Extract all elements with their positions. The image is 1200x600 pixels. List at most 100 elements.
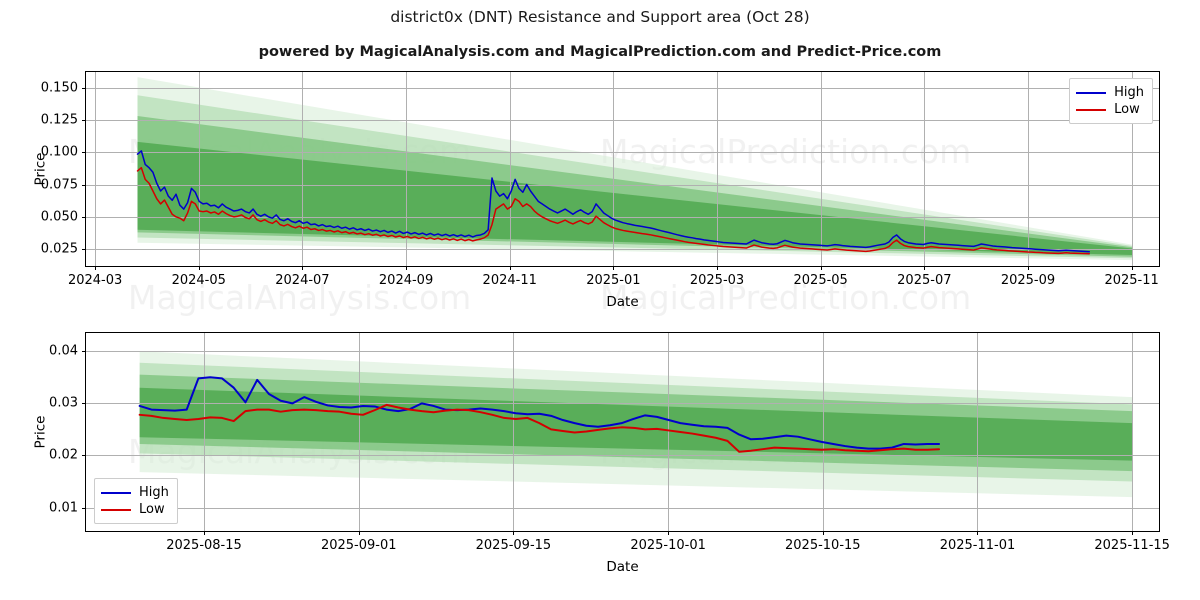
support-resistance-bands — [139, 351, 1133, 498]
gridline-horizontal — [86, 455, 1159, 457]
legend-swatch-high — [1076, 91, 1107, 94]
gridline-vertical — [302, 72, 304, 266]
gridline-horizontal — [86, 216, 1159, 218]
gridline-vertical — [668, 333, 670, 531]
x-tick-label: 2024-05 — [171, 273, 226, 288]
gridline-vertical — [198, 72, 200, 266]
x-tick-label: 2025-11-01 — [939, 538, 1016, 553]
x-tick-label: 2025-03 — [689, 273, 745, 288]
gridline-vertical — [717, 72, 719, 266]
gridline-vertical — [1027, 72, 1029, 266]
gridline-vertical — [513, 333, 515, 531]
y-tick-label: 0.03 — [49, 395, 78, 411]
band-core — [137, 141, 1133, 256]
y-tick-label: 0.01 — [49, 500, 78, 516]
gridline-vertical — [358, 333, 360, 531]
x-tick-label: 2024-09 — [378, 273, 434, 288]
legend-entry-high: High — [101, 484, 169, 501]
y-tick-mark — [82, 216, 86, 218]
legend-entry-low: Low — [1076, 101, 1144, 118]
gridline-horizontal — [86, 351, 1159, 353]
x-tick-mark — [977, 531, 979, 535]
y-tick-label: 0.125 — [40, 112, 78, 128]
gridline-horizontal — [86, 87, 1159, 89]
gridline-vertical — [613, 72, 615, 266]
x-tick-label: 2025-10-01 — [630, 538, 706, 553]
legend-label-high: High — [1114, 85, 1144, 100]
x-tick-label: 2025-08-15 — [166, 538, 242, 553]
y-tick-mark — [82, 507, 86, 509]
x-tick-mark — [1132, 531, 1134, 535]
x-axis-label-top: Date — [606, 294, 639, 310]
y-tick-label: 0.075 — [40, 177, 78, 193]
x-tick-label: 2025-07 — [897, 273, 952, 288]
x-tick-label: 2025-11 — [1104, 273, 1159, 288]
gridline-vertical — [95, 72, 97, 266]
gridline-horizontal — [86, 249, 1159, 251]
gridline-horizontal — [86, 184, 1159, 186]
x-tick-label: 2025-09-01 — [320, 538, 397, 553]
price-series-lines — [138, 376, 941, 453]
x-tick-label: 2025-10-15 — [785, 538, 861, 553]
gridline-vertical — [924, 72, 926, 266]
y-tick-mark — [82, 152, 86, 154]
gridline-vertical — [1131, 72, 1133, 266]
x-tick-mark — [509, 266, 511, 270]
x-tick-label: 2024-11 — [482, 273, 537, 288]
series-line-high — [136, 150, 1091, 253]
x-tick-mark — [820, 266, 822, 270]
x-tick-mark — [406, 266, 408, 270]
plot-area-recent-zoom — [86, 333, 1159, 531]
legend-entry-low: Low — [101, 501, 169, 518]
legend-swatch-low — [1076, 108, 1107, 111]
x-tick-mark — [513, 531, 515, 535]
gridline-horizontal — [86, 152, 1159, 154]
x-tick-label: 2025-05 — [793, 273, 848, 288]
y-tick-mark — [82, 249, 86, 251]
x-tick-label: 2025-01 — [586, 273, 641, 288]
y-axis-label-bottom: Price — [32, 415, 49, 449]
x-tick-mark — [95, 266, 97, 270]
legend-label-high: High — [139, 485, 169, 500]
legend-label-low: Low — [1114, 102, 1140, 117]
legend-full-history[interactable]: High Low — [1069, 78, 1153, 124]
chart-panel-recent-zoom: Price Date High Low 0.01 0.02 0.03 0.04 2025… — [32, 332, 1170, 575]
gridline-horizontal — [86, 403, 1159, 405]
y-tick-mark — [82, 184, 86, 186]
x-tick-label: 2024-07 — [275, 273, 330, 288]
gridline-vertical — [822, 333, 824, 531]
page-title: district0x (DNT) Resistance and Support … — [390, 8, 810, 26]
gridline-vertical — [820, 72, 822, 266]
x-tick-mark — [668, 531, 670, 535]
x-tick-label: 2024-03 — [67, 273, 123, 288]
legend-recent-zoom[interactable]: High Low — [94, 478, 178, 524]
y-tick-mark — [82, 87, 86, 89]
legend-swatch-high — [101, 491, 131, 494]
series-line-low — [136, 166, 1091, 255]
x-tick-mark — [1131, 266, 1133, 270]
y-tick-label: 0.150 — [40, 80, 78, 96]
x-tick-mark — [717, 266, 719, 270]
x-tick-label: 2025-09 — [1000, 273, 1056, 288]
x-tick-mark — [302, 266, 304, 270]
gridline-vertical — [1132, 333, 1134, 531]
series-line-low — [138, 403, 941, 453]
x-tick-mark — [198, 266, 200, 270]
gridline-vertical — [204, 333, 206, 531]
x-tick-mark — [924, 266, 926, 270]
gridline-vertical — [406, 72, 408, 266]
x-tick-label: 2025-09-15 — [475, 538, 552, 553]
legend-entry-high: High — [1076, 84, 1144, 101]
legend-label-low: Low — [139, 502, 165, 517]
gridline-horizontal — [86, 119, 1159, 121]
y-tick-mark — [82, 403, 86, 405]
page-subtitle: powered by MagicalAnalysis.com and Magic… — [258, 44, 942, 60]
gridline-vertical — [977, 333, 979, 531]
gridline-horizontal — [86, 507, 1159, 509]
x-tick-mark — [204, 531, 206, 535]
y-tick-label: 0.025 — [40, 241, 78, 257]
x-tick-mark — [1027, 266, 1029, 270]
gridline-vertical — [509, 72, 511, 266]
y-tick-mark — [82, 455, 86, 457]
